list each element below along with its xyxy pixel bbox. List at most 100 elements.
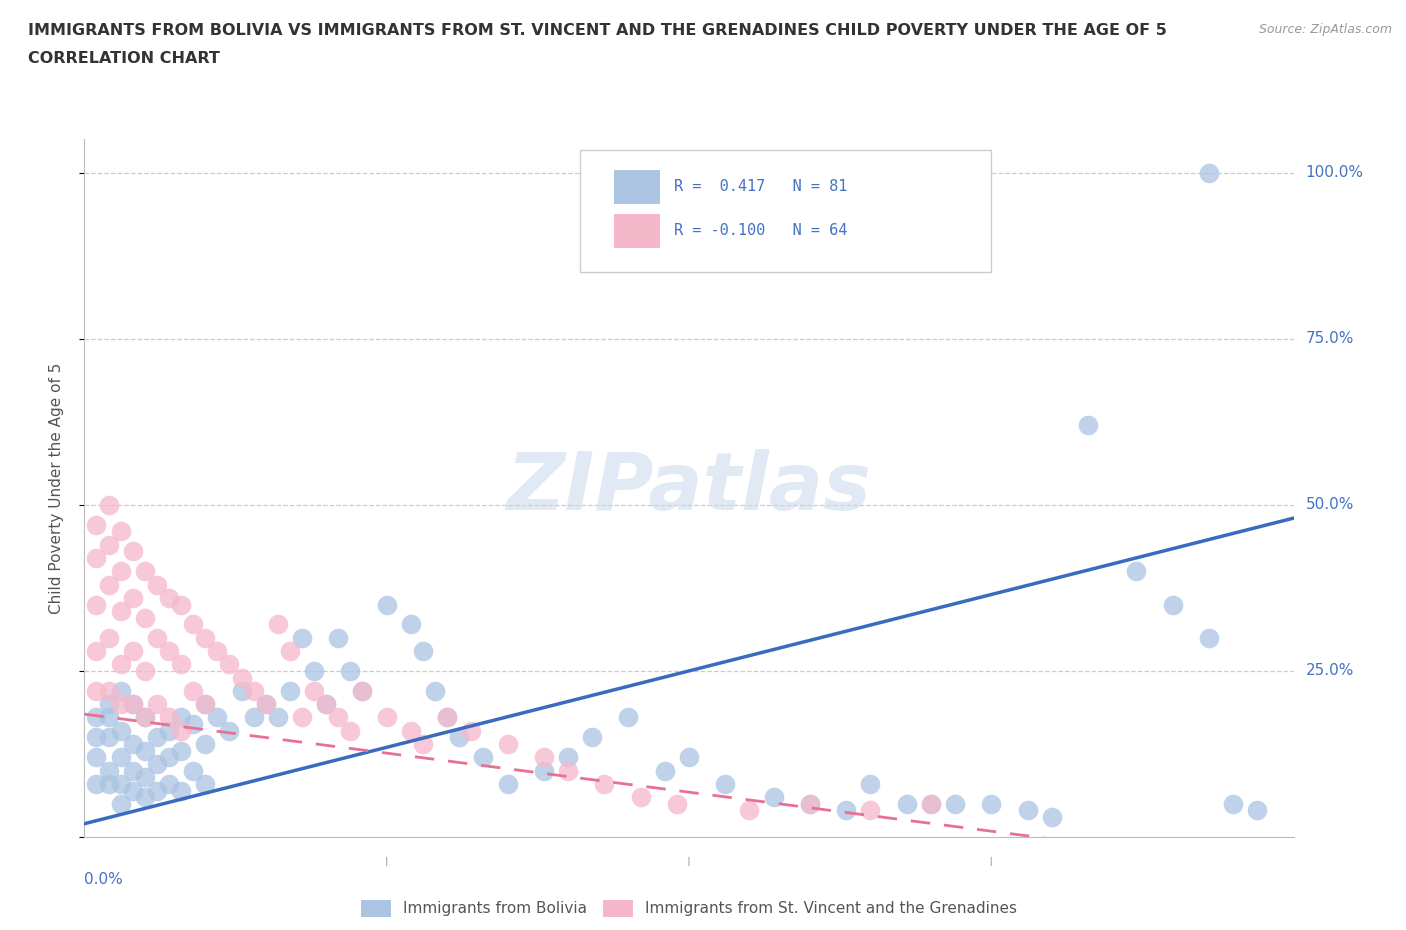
Point: [399, 617, 422, 631]
Point: [134, 610, 156, 625]
Point: [157, 750, 180, 764]
Point: [267, 617, 290, 631]
Point: [110, 564, 132, 578]
Point: [278, 684, 301, 698]
Point: [352, 684, 374, 698]
Point: [97, 730, 120, 745]
Point: [254, 697, 277, 711]
Point: [181, 617, 204, 631]
Y-axis label: Child Poverty Under the Age of 5: Child Poverty Under the Age of 5: [49, 363, 63, 614]
Point: [315, 697, 337, 711]
Point: [97, 684, 120, 698]
Point: [835, 803, 858, 817]
Point: [86, 777, 108, 791]
Legend: Immigrants from Bolivia, Immigrants from St. Vincent and the Grenadines: Immigrants from Bolivia, Immigrants from…: [354, 894, 1024, 923]
Point: [557, 750, 579, 764]
Point: [121, 544, 143, 559]
Point: [121, 737, 143, 751]
Point: [399, 724, 422, 738]
Point: [86, 710, 108, 724]
Point: [157, 710, 180, 724]
Point: [714, 777, 737, 791]
Point: [157, 777, 180, 791]
Point: [254, 697, 277, 711]
Point: [157, 724, 180, 738]
Point: [654, 764, 676, 778]
Point: [97, 777, 120, 791]
Point: [242, 684, 264, 698]
Point: [97, 498, 120, 512]
Point: [170, 710, 193, 724]
Point: [146, 631, 169, 645]
Point: [146, 783, 169, 798]
Point: [920, 796, 942, 811]
Point: [194, 737, 217, 751]
Point: [1161, 597, 1184, 612]
Point: [799, 796, 821, 811]
Point: [533, 750, 555, 764]
Point: [231, 671, 253, 685]
Point: [1198, 166, 1220, 180]
Point: [412, 737, 434, 751]
Text: 75.0%: 75.0%: [1306, 331, 1354, 346]
Point: [181, 684, 204, 698]
Point: [157, 591, 180, 605]
Point: [170, 724, 193, 738]
Point: [267, 710, 290, 724]
Point: [86, 517, 108, 532]
Point: [121, 644, 143, 658]
Point: [170, 743, 193, 758]
Point: [423, 684, 446, 698]
Point: [1246, 803, 1268, 817]
Point: [121, 764, 143, 778]
Point: [218, 657, 240, 671]
Point: [799, 796, 821, 811]
Point: [291, 710, 314, 724]
FancyBboxPatch shape: [581, 150, 991, 272]
Point: [460, 724, 482, 738]
Point: [110, 657, 132, 671]
Point: [339, 724, 361, 738]
Point: [859, 777, 882, 791]
Point: [121, 697, 143, 711]
Point: [436, 710, 458, 724]
Point: [134, 710, 156, 724]
Point: [1222, 796, 1244, 811]
Point: [194, 697, 217, 711]
Point: [194, 777, 217, 791]
Point: [134, 663, 156, 678]
Point: [86, 597, 108, 612]
Text: Source: ZipAtlas.com: Source: ZipAtlas.com: [1258, 23, 1392, 36]
Point: [86, 750, 108, 764]
Point: [146, 756, 169, 771]
Point: [896, 796, 918, 811]
Point: [617, 710, 640, 724]
Point: [449, 730, 471, 745]
Point: [110, 777, 132, 791]
Point: [207, 710, 229, 724]
Point: [86, 684, 108, 698]
Text: 0.0%: 0.0%: [84, 872, 124, 887]
Point: [412, 644, 434, 658]
Point: [146, 697, 169, 711]
Point: [181, 764, 204, 778]
Bar: [614, 170, 659, 204]
Point: [218, 724, 240, 738]
Point: [315, 697, 337, 711]
Point: [231, 684, 253, 698]
Point: [134, 743, 156, 758]
Point: [97, 697, 120, 711]
Point: [121, 591, 143, 605]
Point: [557, 764, 579, 778]
Point: [593, 777, 616, 791]
Point: [472, 750, 495, 764]
Point: [97, 538, 120, 552]
Point: [1017, 803, 1039, 817]
Point: [134, 710, 156, 724]
Point: [97, 578, 120, 592]
Point: [242, 710, 264, 724]
Text: 50.0%: 50.0%: [1306, 498, 1354, 512]
Point: [1040, 810, 1063, 825]
Text: ZIPatlas: ZIPatlas: [506, 449, 872, 527]
Point: [157, 644, 180, 658]
